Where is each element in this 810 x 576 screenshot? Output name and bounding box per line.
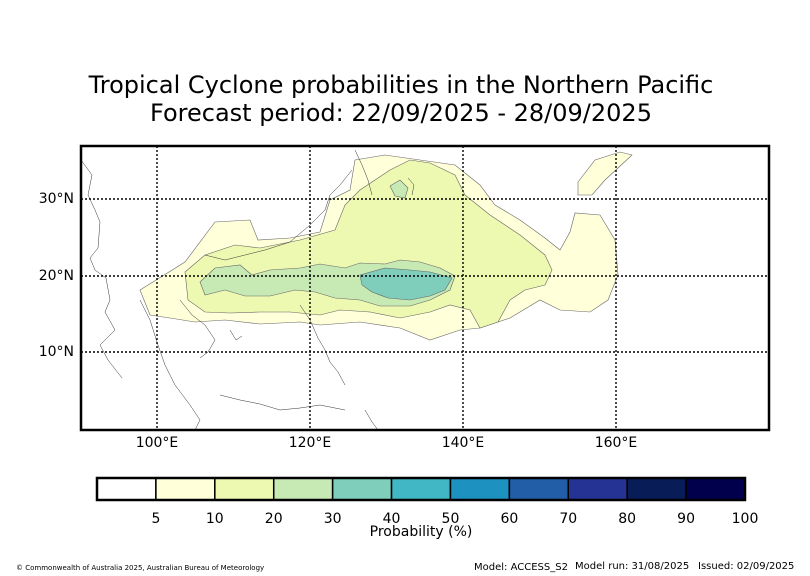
colorbar-segment	[567, 477, 628, 501]
lon-label-100e: 100°E	[135, 435, 179, 451]
title-line-2: Forecast period: 22/09/2025 - 28/09/2025	[150, 99, 652, 127]
colorbar	[95, 476, 747, 502]
colorbar-segment	[96, 477, 157, 501]
map-frame	[79, 144, 771, 432]
lon-label-160e: 160°E	[594, 435, 638, 451]
colorbar-segment	[390, 477, 452, 501]
colorbar-segment	[449, 477, 511, 501]
colorbar-segment	[155, 477, 216, 501]
contour-5-10-north	[577, 151, 633, 196]
coastlines	[80, 149, 415, 431]
title-line-1: Tropical Cyclone probabilities in the No…	[88, 71, 714, 99]
model-name: Model: ACCESS_S2	[474, 562, 568, 573]
colorbar-tick-label: 40	[382, 511, 401, 527]
colorbar-tick-label: 70	[559, 511, 578, 527]
colorbar-tick-label: 30	[323, 511, 342, 527]
colorbar-tick-label: 80	[618, 511, 637, 527]
colorbar-tick-label: 10	[205, 511, 224, 527]
colorbar-label: Probability (%)	[369, 524, 473, 540]
colorbar-segment	[214, 477, 275, 501]
lat-label-30n: 30°N	[38, 191, 74, 207]
colorbar-tick-label: 90	[677, 511, 695, 527]
lon-label-120e: 120°E	[288, 435, 332, 451]
colorbar-tick-label: 5	[151, 511, 161, 527]
colorbar-tick-label: 50	[441, 511, 460, 527]
colorbar-segment	[685, 477, 746, 501]
lon-label-140e: 140°E	[441, 435, 485, 451]
colorbar-frame	[95, 476, 747, 502]
colorbar-tick-label: 60	[500, 511, 519, 527]
colorbar-segment	[626, 477, 687, 501]
colorbar-tick-label: 20	[264, 511, 283, 527]
lat-label-20n: 20°N	[38, 268, 74, 284]
model-run: Model run: 31/08/2025	[575, 561, 690, 572]
lat-label-10n: 10°N	[38, 344, 74, 360]
probability-contours	[139, 151, 633, 341]
colorbar-segment	[272, 477, 334, 501]
copyright-notice: © Commonwealth of Australia 2025, Austra…	[16, 564, 265, 572]
graticule	[81, 146, 769, 430]
issued-date: Issued: 02/09/2025	[698, 561, 795, 572]
colorbar-segment	[508, 477, 570, 501]
colorbar-tick-label: 100	[731, 511, 759, 527]
colorbar-segment	[331, 477, 393, 501]
contour-20-30-north	[389, 179, 409, 199]
